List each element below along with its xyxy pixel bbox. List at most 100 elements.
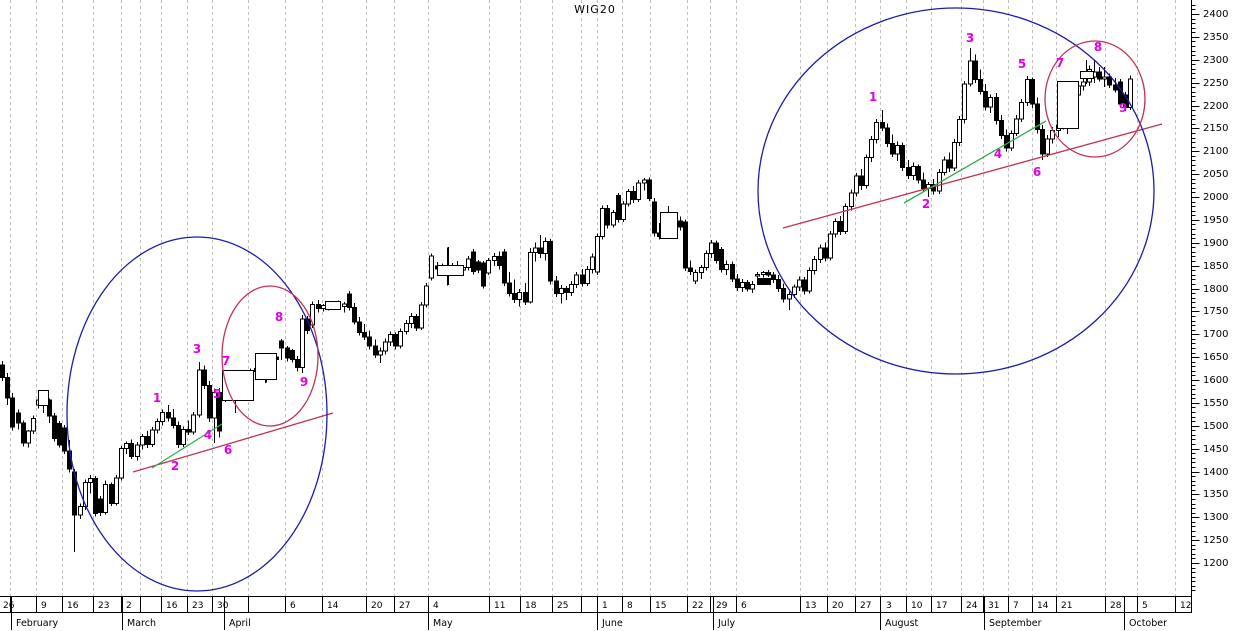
down-candle	[171, 417, 176, 426]
week-tick-label: 31	[988, 601, 999, 611]
down-candle	[916, 165, 921, 181]
up-candle	[709, 242, 714, 255]
y-axis-label: 1600	[1203, 375, 1228, 386]
pattern-number: 4	[994, 147, 1002, 161]
pattern-number: 9	[300, 375, 308, 389]
month-tick-label: August	[885, 618, 919, 629]
up-candle	[1102, 76, 1107, 80]
down-candle	[1040, 129, 1045, 155]
up-candle	[321, 304, 326, 310]
pattern-number: 3	[966, 31, 974, 45]
blue-pattern-ellipse	[757, 7, 1155, 375]
up-candle	[574, 274, 579, 285]
week-tick-label: 12	[1180, 601, 1191, 611]
pattern-number: 8	[1094, 40, 1102, 54]
week-tick-label: 15	[655, 601, 666, 611]
up-candle	[968, 60, 973, 85]
up-candle	[140, 436, 145, 446]
down-candle	[166, 411, 171, 419]
up-candle	[409, 315, 414, 325]
up-candle	[869, 138, 874, 159]
up-candle	[642, 179, 647, 184]
up-candle	[492, 255, 497, 262]
down-candle	[21, 422, 26, 444]
up-candle	[988, 97, 993, 108]
pattern-number: 1	[153, 391, 161, 405]
up-candle	[124, 443, 129, 450]
month-tick-label: April	[229, 618, 251, 629]
month-tick-label: June	[601, 618, 623, 629]
up-candle	[611, 212, 616, 226]
week-tick-label: 29	[716, 601, 728, 611]
down-candle	[1123, 94, 1128, 108]
up-candle	[543, 240, 548, 254]
up-candle	[1045, 138, 1050, 155]
down-candle	[109, 483, 114, 505]
down-candle	[207, 384, 212, 419]
y-axis-label: 1350	[1203, 489, 1228, 500]
up-candle	[419, 304, 424, 329]
up-candle	[114, 477, 119, 505]
y-axis-label: 1300	[1203, 512, 1228, 523]
up-candle	[962, 83, 967, 121]
down-candle	[973, 60, 978, 80]
down-candle	[605, 207, 610, 226]
blue-pattern-ellipse	[66, 236, 328, 592]
down-candle	[316, 304, 321, 310]
down-candle	[730, 263, 735, 280]
week-tick-label: 22	[692, 601, 703, 611]
y-axis-label: 1800	[1203, 284, 1228, 295]
up-candle	[1081, 81, 1086, 87]
down-candle	[279, 340, 284, 349]
up-candle	[952, 142, 957, 169]
down-candle	[978, 78, 983, 92]
up-candle	[585, 269, 590, 284]
down-candle	[10, 397, 15, 428]
up-candle	[1019, 101, 1024, 120]
y-axis-label: 1400	[1203, 467, 1228, 478]
down-candle	[745, 282, 750, 290]
red-pattern-ellipse	[221, 285, 319, 427]
up-candle	[388, 334, 393, 343]
pattern-number: 1	[869, 90, 877, 104]
up-candle	[787, 293, 792, 300]
up-candle	[569, 283, 574, 294]
week-tick-label: 14	[1037, 601, 1049, 611]
down-candle	[1113, 84, 1118, 91]
up-candle	[528, 251, 533, 303]
up-candle	[874, 121, 879, 140]
down-candle	[554, 280, 559, 295]
up-candle	[812, 259, 817, 272]
down-candle	[999, 120, 1004, 137]
chart-title: WIG20	[574, 3, 616, 16]
y-axis-label: 2000	[1203, 192, 1228, 203]
enlarged-candle-box	[437, 265, 464, 276]
week-tick-label: 10	[911, 601, 923, 611]
week-tick-label: 1	[602, 601, 608, 611]
down-candle	[57, 422, 62, 446]
down-candle	[921, 179, 926, 189]
up-candle	[895, 144, 900, 155]
down-candle	[176, 424, 181, 446]
enlarged-candle-box	[38, 390, 49, 406]
down-candle	[994, 97, 999, 122]
up-candle	[191, 414, 196, 433]
enlarged-candle-box	[255, 353, 277, 380]
down-candle	[367, 336, 372, 347]
up-candle	[724, 263, 729, 271]
down-candle	[714, 242, 719, 262]
down-candle	[352, 307, 357, 323]
down-candle	[890, 142, 895, 155]
down-candle	[5, 377, 10, 399]
candles	[0, 47, 1133, 553]
down-candle	[781, 288, 786, 300]
down-candle	[885, 127, 890, 144]
down-candle	[688, 267, 693, 273]
down-candle	[647, 179, 652, 199]
pattern-number: 5	[1018, 57, 1026, 71]
down-candle	[523, 292, 528, 303]
down-candle	[62, 427, 67, 452]
week-tick-label: 6	[741, 601, 747, 611]
up-candle	[486, 260, 491, 274]
down-candle	[52, 415, 57, 440]
